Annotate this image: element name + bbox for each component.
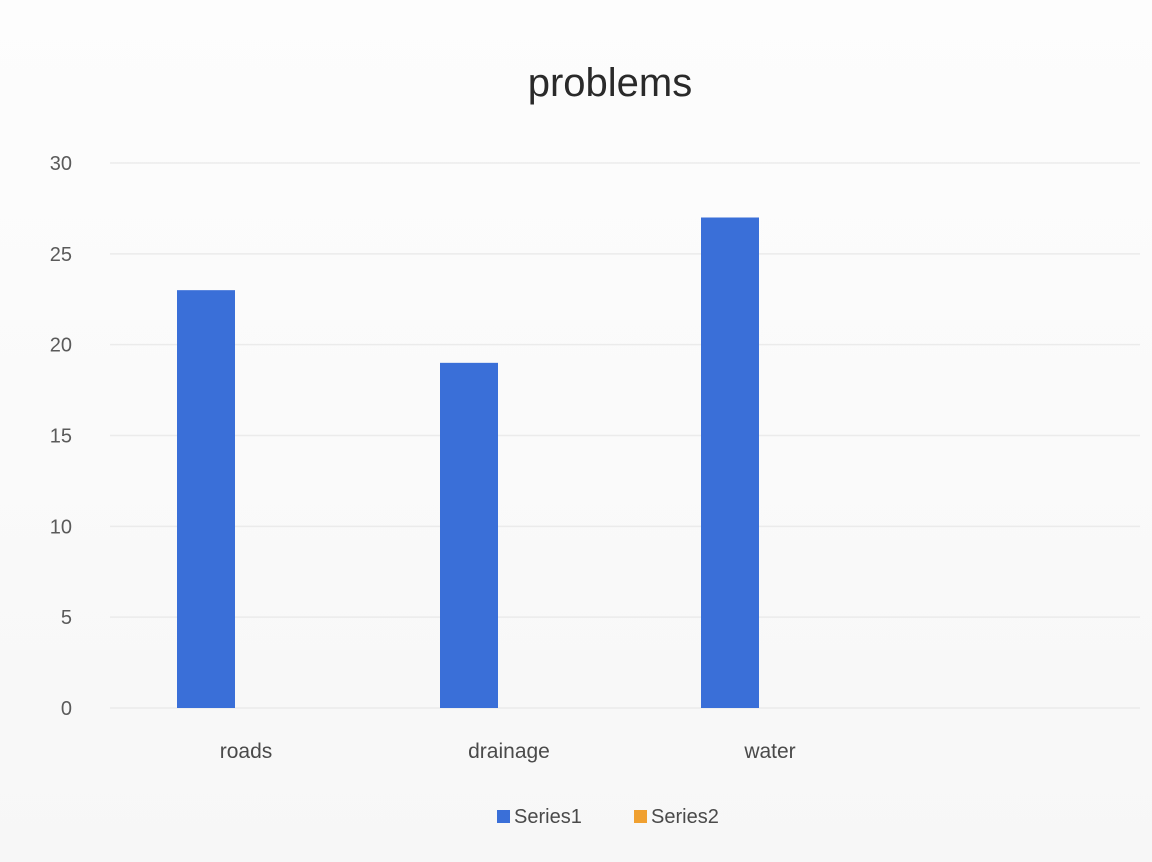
legend-label: Series2 [651, 806, 719, 828]
gridlines [110, 162, 1140, 709]
y-tick-label: 5 [61, 607, 72, 629]
legend-swatch [497, 810, 510, 823]
y-tick-label: 15 [50, 426, 72, 448]
x-category-label: roads [220, 740, 273, 763]
x-category-label: drainage [468, 740, 550, 763]
y-tick-label: 25 [50, 244, 72, 266]
legend-swatch [634, 810, 647, 823]
bars [177, 217, 759, 708]
x-category-label: water [743, 740, 795, 763]
x-axis-categories: roads drainage water [220, 740, 796, 763]
legend-label: Series1 [514, 806, 582, 828]
y-axis-ticks: 0 5 10 15 20 25 30 [50, 153, 72, 720]
bar-roads [177, 290, 235, 708]
legend: Series1 Series2 [497, 806, 719, 828]
bar-water [701, 217, 759, 708]
y-tick-label: 10 [50, 516, 72, 538]
y-tick-label: 0 [61, 698, 72, 720]
bar-drainage [440, 362, 498, 708]
y-tick-label: 20 [50, 335, 72, 357]
y-tick-label: 30 [50, 153, 72, 175]
chart-title: problems [528, 61, 693, 105]
